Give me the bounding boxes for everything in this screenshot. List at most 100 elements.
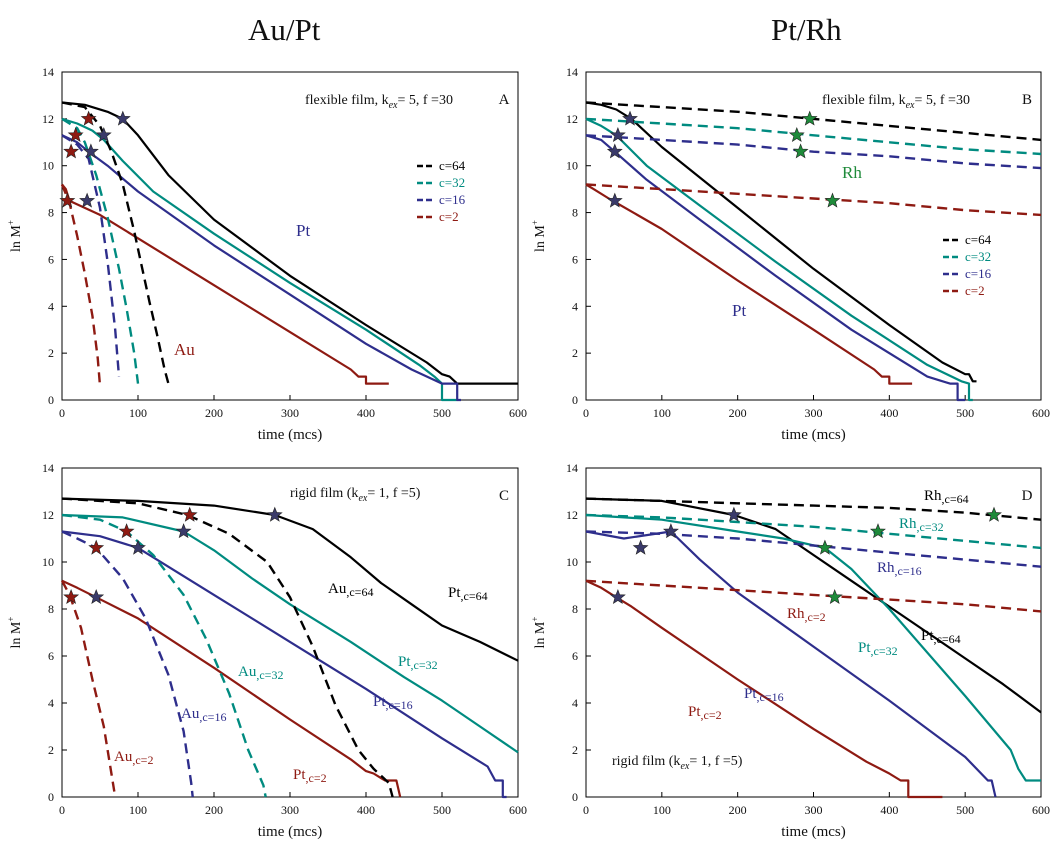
star-marker bbox=[801, 110, 818, 126]
series-line-dash-c32 bbox=[61, 513, 267, 798]
y-tick-label: 14 bbox=[42, 65, 54, 79]
star-marker bbox=[63, 143, 80, 159]
series-line-dash-c32 bbox=[585, 117, 1042, 156]
y-tick-label: 0 bbox=[48, 790, 54, 804]
series-line-solid-c2 bbox=[585, 183, 913, 385]
series-line-solid-c16 bbox=[61, 134, 461, 402]
annotation-tail: = 1, f =5) bbox=[367, 486, 420, 501]
series-label-sub: ,c=2 bbox=[132, 753, 153, 767]
x-tick-label: 200 bbox=[205, 803, 223, 817]
star-marker bbox=[986, 506, 1002, 522]
series-line-dash-c2 bbox=[585, 579, 1042, 613]
y-tick-label: 2 bbox=[48, 743, 54, 757]
x-tick-label: 400 bbox=[880, 803, 898, 817]
series-line-solid-c32 bbox=[585, 117, 973, 402]
annotation-sub: ex bbox=[680, 761, 689, 772]
series-line-dash-c16 bbox=[585, 134, 1042, 170]
star-marker bbox=[606, 143, 623, 159]
series-label-sub: ,c=16 bbox=[895, 564, 922, 578]
panel-annotation: rigid film (kex= 1, f =5) bbox=[290, 486, 421, 504]
panel-annotation: rigid film (kex= 1, f =5) bbox=[612, 754, 743, 772]
star-marker bbox=[59, 192, 76, 208]
annotation-sub: ex bbox=[906, 100, 915, 111]
x-tick-label: 300 bbox=[281, 406, 299, 420]
y-axis-label-sup: + bbox=[530, 220, 540, 225]
x-axis-label: time (mcs) bbox=[258, 824, 323, 840]
series-label: Pt,c=16 bbox=[373, 694, 413, 712]
x-tick-label: 300 bbox=[281, 803, 299, 817]
series-line-dash-c64 bbox=[61, 101, 170, 384]
legend-label: c=2 bbox=[965, 283, 985, 298]
x-tick-label: 0 bbox=[59, 406, 65, 420]
annotation-sub: ex bbox=[358, 493, 367, 504]
y-tick-label: 2 bbox=[572, 743, 578, 757]
y-tick-label: 8 bbox=[572, 206, 578, 220]
y-tick-label: 12 bbox=[566, 112, 578, 126]
star-marker bbox=[175, 523, 192, 539]
x-tick-label: 100 bbox=[653, 406, 671, 420]
star-marker bbox=[79, 192, 96, 208]
series-label: Pt bbox=[732, 301, 746, 320]
y-axis-label-sup: + bbox=[6, 617, 16, 622]
y-tick-label: 8 bbox=[48, 206, 54, 220]
series-label-main: Au bbox=[181, 706, 200, 722]
x-tick-label: 500 bbox=[433, 803, 451, 817]
y-tick-label: 4 bbox=[572, 696, 578, 710]
x-tick-label: 0 bbox=[59, 803, 65, 817]
panel-letter: B bbox=[1022, 92, 1032, 108]
annotation-tail: = 1, f =5) bbox=[689, 754, 742, 769]
series-label-main: Pt bbox=[293, 767, 306, 783]
legend-label: c=32 bbox=[965, 249, 991, 264]
y-tick-label: 8 bbox=[48, 602, 54, 616]
star-marker bbox=[95, 126, 112, 142]
series-label-main: Pt bbox=[448, 585, 461, 601]
series-label-sub: ,c=64 bbox=[461, 589, 488, 603]
series-label-main: Au bbox=[174, 340, 195, 359]
y-tick-label: 12 bbox=[42, 112, 54, 126]
series-line-dash-c32 bbox=[61, 117, 140, 384]
x-tick-label: 200 bbox=[729, 406, 747, 420]
panel-letter: D bbox=[1022, 488, 1033, 504]
series-line-solid-c64 bbox=[585, 497, 1042, 714]
series-line-dash-c32 bbox=[585, 513, 1042, 550]
annotation-text: flexible film, k bbox=[822, 93, 906, 108]
series-label: Pt,c=2 bbox=[293, 767, 327, 785]
series-label-sub: ,c=64 bbox=[942, 492, 969, 506]
column-title-pt-rh: Pt/Rh bbox=[771, 12, 842, 47]
series-line-dash-c64 bbox=[61, 497, 394, 798]
series-label-sub: ,c=2 bbox=[306, 771, 327, 785]
series-label: Pt,c=64 bbox=[921, 628, 961, 646]
star-marker bbox=[181, 506, 198, 522]
series-line-solid-c2 bbox=[61, 579, 402, 798]
star-marker bbox=[80, 110, 97, 126]
y-tick-label: 6 bbox=[572, 252, 578, 266]
y-tick-label: 6 bbox=[48, 649, 54, 663]
y-tick-label: 8 bbox=[572, 602, 578, 616]
series-line-dash-c16 bbox=[61, 134, 121, 377]
series-label: Pt,c=16 bbox=[744, 686, 784, 704]
x-tick-label: 0 bbox=[583, 803, 589, 817]
series-label-sub: ,c=32 bbox=[411, 658, 438, 672]
series-label-sub: ,c=32 bbox=[917, 520, 944, 534]
series-line-solid-c32 bbox=[61, 513, 519, 754]
series-label: Pt,c=32 bbox=[858, 640, 898, 658]
y-tick-label: 4 bbox=[572, 299, 578, 313]
annotation-text: rigid film (k bbox=[612, 754, 680, 769]
x-tick-label: 300 bbox=[805, 803, 823, 817]
star-marker bbox=[88, 588, 105, 604]
series-line-solid-c16 bbox=[585, 134, 966, 402]
series-label: Pt,c=2 bbox=[688, 704, 722, 722]
series-label-sub: ,c=64 bbox=[346, 585, 373, 599]
star-marker bbox=[792, 143, 809, 159]
star-marker bbox=[606, 192, 623, 208]
panel-letter: C bbox=[499, 488, 509, 504]
series-label-main: Au bbox=[238, 664, 257, 680]
legend-label: c=32 bbox=[439, 175, 465, 190]
y-tick-label: 10 bbox=[42, 555, 54, 569]
series-label: Au,c=2 bbox=[114, 749, 153, 767]
series-label-main: Au bbox=[328, 581, 347, 597]
series-label-main: Au bbox=[114, 749, 133, 765]
y-tick-label: 10 bbox=[566, 555, 578, 569]
series-label: Au,c=64 bbox=[328, 581, 373, 599]
